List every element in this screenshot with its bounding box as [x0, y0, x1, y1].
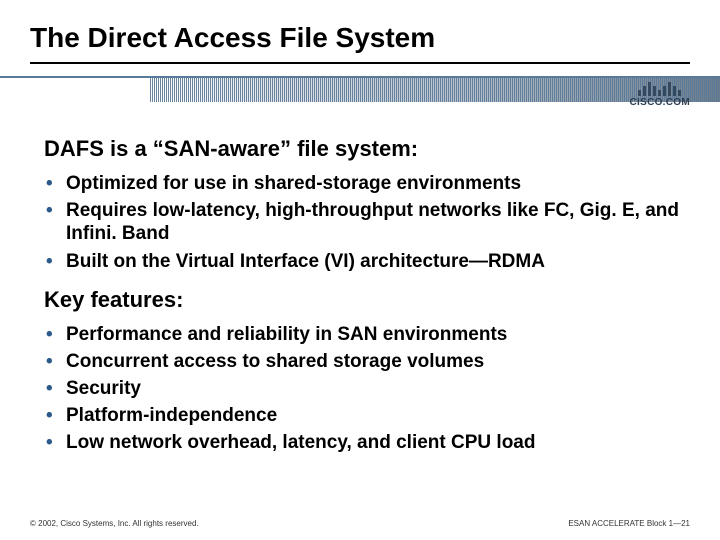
- logo-bar: [663, 86, 666, 96]
- logo-bar: [678, 90, 681, 96]
- logo-bar: [643, 86, 646, 96]
- content-area: DAFS is a “SAN-aware” file system: Optim…: [0, 118, 720, 455]
- section-heading-0: DAFS is a “SAN-aware” file system:: [44, 136, 680, 162]
- logo-bar: [648, 82, 651, 96]
- title-area: The Direct Access File System: [0, 0, 720, 58]
- cisco-logo-bars: [638, 82, 681, 96]
- bullet-item: Low network overhead, latency, and clien…: [44, 431, 680, 454]
- logo-bar: [668, 82, 671, 96]
- bullet-item: Concurrent access to shared storage volu…: [44, 350, 680, 373]
- bullet-item: Optimized for use in shared-storage envi…: [44, 172, 680, 195]
- bullet-item: Built on the Virtual Interface (VI) arch…: [44, 250, 680, 273]
- bullet-item: Platform-independence: [44, 404, 680, 427]
- brand-banner: CISCO.COM: [0, 76, 720, 118]
- cisco-logo: CISCO.COM: [630, 82, 690, 108]
- footer-left: © 2002, Cisco Systems, Inc. All rights r…: [30, 519, 199, 528]
- footer-right: ESAN ACCELERATE Block 1—21: [568, 519, 690, 528]
- bullet-item: Performance and reliability in SAN envir…: [44, 323, 680, 346]
- logo-bar: [638, 90, 641, 96]
- footer: © 2002, Cisco Systems, Inc. All rights r…: [0, 519, 720, 528]
- bullet-item: Requires low-latency, high-throughput ne…: [44, 199, 680, 245]
- bullet-list-0: Optimized for use in shared-storage envi…: [44, 172, 680, 273]
- cisco-logo-text: CISCO.COM: [630, 97, 690, 108]
- slide-title: The Direct Access File System: [30, 22, 690, 54]
- slide: The Direct Access File System CISCO.COM …: [0, 0, 720, 540]
- section-heading-1: Key features:: [44, 287, 680, 313]
- bullet-item: Security: [44, 377, 680, 400]
- logo-bar: [653, 86, 656, 96]
- logo-bar: [658, 90, 661, 96]
- bullet-list-1: Performance and reliability in SAN envir…: [44, 323, 680, 455]
- title-underline: [30, 62, 690, 64]
- logo-bar: [673, 86, 676, 96]
